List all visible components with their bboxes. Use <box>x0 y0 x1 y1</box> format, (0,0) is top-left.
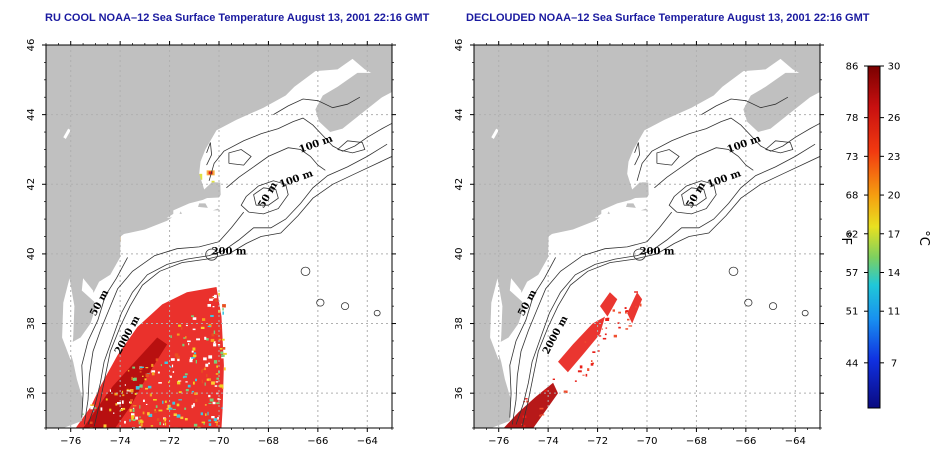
fahrenheit-tick-label: 73 <box>846 152 859 163</box>
x-tick-label: −64 <box>357 436 378 447</box>
y-tick-label: 46 <box>454 39 465 52</box>
celsius-tick-label: 26 <box>888 113 901 124</box>
fahrenheit-tick-label: 51 <box>846 307 859 318</box>
x-tick-label: −76 <box>488 436 509 447</box>
fahrenheit-tick-label: 86 <box>846 62 859 73</box>
y-tick-label: 38 <box>454 317 465 330</box>
celsius-tick-label: 7 <box>891 358 897 369</box>
x-tick-label: −72 <box>587 436 608 447</box>
celsius-tick-label: 23 <box>888 152 901 163</box>
x-tick-label: −64 <box>785 436 806 447</box>
x-tick-label: −66 <box>307 436 328 447</box>
y-tick-label: 46 <box>26 39 37 52</box>
y-tick-label: 36 <box>26 387 37 400</box>
y-tick-label: 44 <box>26 108 37 121</box>
fahrenheit-tick-label: 62 <box>846 229 859 240</box>
grid-lines <box>46 45 392 428</box>
right-panel-title: DECLOUDED NOAA–12 Sea Surface Temperatur… <box>466 12 870 24</box>
x-tick-label: −70 <box>208 436 229 447</box>
fahrenheit-tick-label: 68 <box>846 191 859 202</box>
land-mask <box>46 45 392 428</box>
celsius-tick-label: 30 <box>888 62 901 73</box>
sst-hot-region <box>83 337 168 428</box>
contour-label: 200 m <box>640 247 675 258</box>
y-tick-label: 42 <box>26 178 37 191</box>
fahrenheit-tick-label: 57 <box>846 268 859 279</box>
contour-label: 200 m <box>212 247 247 258</box>
y-tick-label: 40 <box>26 248 37 261</box>
land-mask <box>474 45 820 428</box>
celsius-unit-label: °C <box>916 230 931 246</box>
celsius-tick-label: 20 <box>888 191 901 202</box>
grid-lines <box>474 45 820 428</box>
x-tick-label: −74 <box>110 436 131 447</box>
x-tick-label: −76 <box>60 436 81 447</box>
x-tick-label: −68 <box>686 436 707 447</box>
colorbar: 30 86 26 78 23 73 20 68 17 62 14 57 11 51 7 44 °F °C <box>838 62 931 409</box>
fahrenheit-tick-label: 44 <box>846 358 859 369</box>
y-tick-label: 44 <box>454 108 465 121</box>
y-tick-label: 42 <box>454 178 465 191</box>
celsius-tick-label: 14 <box>888 268 901 279</box>
left-panel-title: RU COOL NOAA–12 Sea Surface Temperature … <box>45 12 430 24</box>
fahrenheit-tick-label: 78 <box>846 113 859 124</box>
colorbar-gradient <box>867 65 881 409</box>
fahrenheit-unit-label: °F <box>838 231 853 245</box>
y-tick-label: 40 <box>454 248 465 261</box>
sst-warm-region <box>558 316 605 373</box>
sst-hot-region <box>503 382 558 428</box>
x-tick-label: −74 <box>538 436 559 447</box>
x-tick-label: −70 <box>636 436 657 447</box>
x-tick-label: −66 <box>735 436 756 447</box>
y-tick-label: 36 <box>454 387 465 400</box>
x-tick-label: −72 <box>159 436 180 447</box>
celsius-tick-label: 11 <box>888 307 901 318</box>
x-tick-label: −68 <box>258 436 279 447</box>
celsius-tick-label: 17 <box>888 229 901 240</box>
y-tick-label: 38 <box>26 317 37 330</box>
